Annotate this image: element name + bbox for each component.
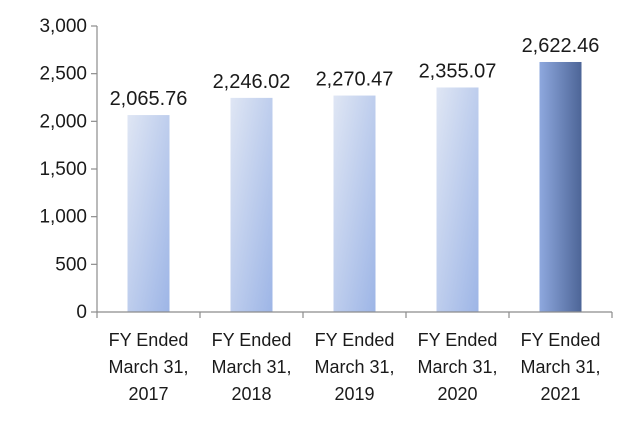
- y-axis-tick-labels: 0 500 1,000 1,500 2,000 2,500 3,000: [39, 16, 87, 323]
- category-label-2: FY Ended March 31, 2019: [314, 330, 394, 404]
- category-label-line: March 31,: [108, 357, 188, 377]
- bar-3: [436, 87, 479, 312]
- data-labels: 2,065.76 2,246.02 2,270.47 2,355.07 2,622.46: [110, 35, 600, 110]
- data-label-0: 2,065.76: [110, 88, 188, 110]
- category-label-line: 2019: [334, 384, 374, 404]
- category-label-line: 2020: [437, 384, 477, 404]
- category-label-line: FY Ended: [418, 330, 498, 350]
- bar-1: [230, 97, 273, 312]
- y-tick-label: 500: [55, 254, 87, 275]
- category-label-line: 2018: [231, 384, 271, 404]
- category-label-0: FY Ended March 31, 2017: [108, 330, 188, 404]
- data-label-2: 2,270.47: [316, 69, 394, 91]
- category-label-line: FY Ended: [109, 330, 189, 350]
- bar-4: [539, 61, 582, 313]
- y-tick-label: 1,500: [39, 159, 87, 180]
- category-label-1: FY Ended March 31, 2018: [211, 330, 291, 404]
- category-label-line: March 31,: [211, 357, 291, 377]
- category-label-line: March 31,: [417, 357, 497, 377]
- category-label-3: FY Ended March 31, 2020: [417, 330, 497, 404]
- bar-0: [127, 115, 170, 313]
- y-tick-label: 2,000: [39, 111, 87, 132]
- y-tick-label: 2,500: [39, 64, 87, 85]
- category-label-line: 2021: [540, 384, 580, 404]
- y-tick-label: 0: [76, 302, 87, 323]
- category-label-line: FY Ended: [315, 330, 395, 350]
- category-label-line: FY Ended: [212, 330, 292, 350]
- category-label-line: FY Ended: [521, 330, 601, 350]
- x-axis-category-labels: FY Ended March 31, 2017 FY Ended March 31, 20…: [108, 330, 600, 404]
- category-label-line: March 31,: [314, 357, 394, 377]
- bars: [127, 61, 582, 313]
- y-tick-label: 3,000: [39, 16, 87, 37]
- y-tick-label: 1,000: [39, 207, 87, 228]
- data-label-3: 2,355.07: [419, 60, 497, 82]
- category-label-line: 2017: [128, 384, 168, 404]
- bar-2: [333, 95, 376, 312]
- category-label-line: March 31,: [520, 357, 600, 377]
- data-label-1: 2,246.02: [213, 71, 291, 93]
- category-label-4: FY Ended March 31, 2021: [520, 330, 600, 404]
- axes: [91, 25, 613, 318]
- data-label-4: 2,622.46: [522, 35, 600, 57]
